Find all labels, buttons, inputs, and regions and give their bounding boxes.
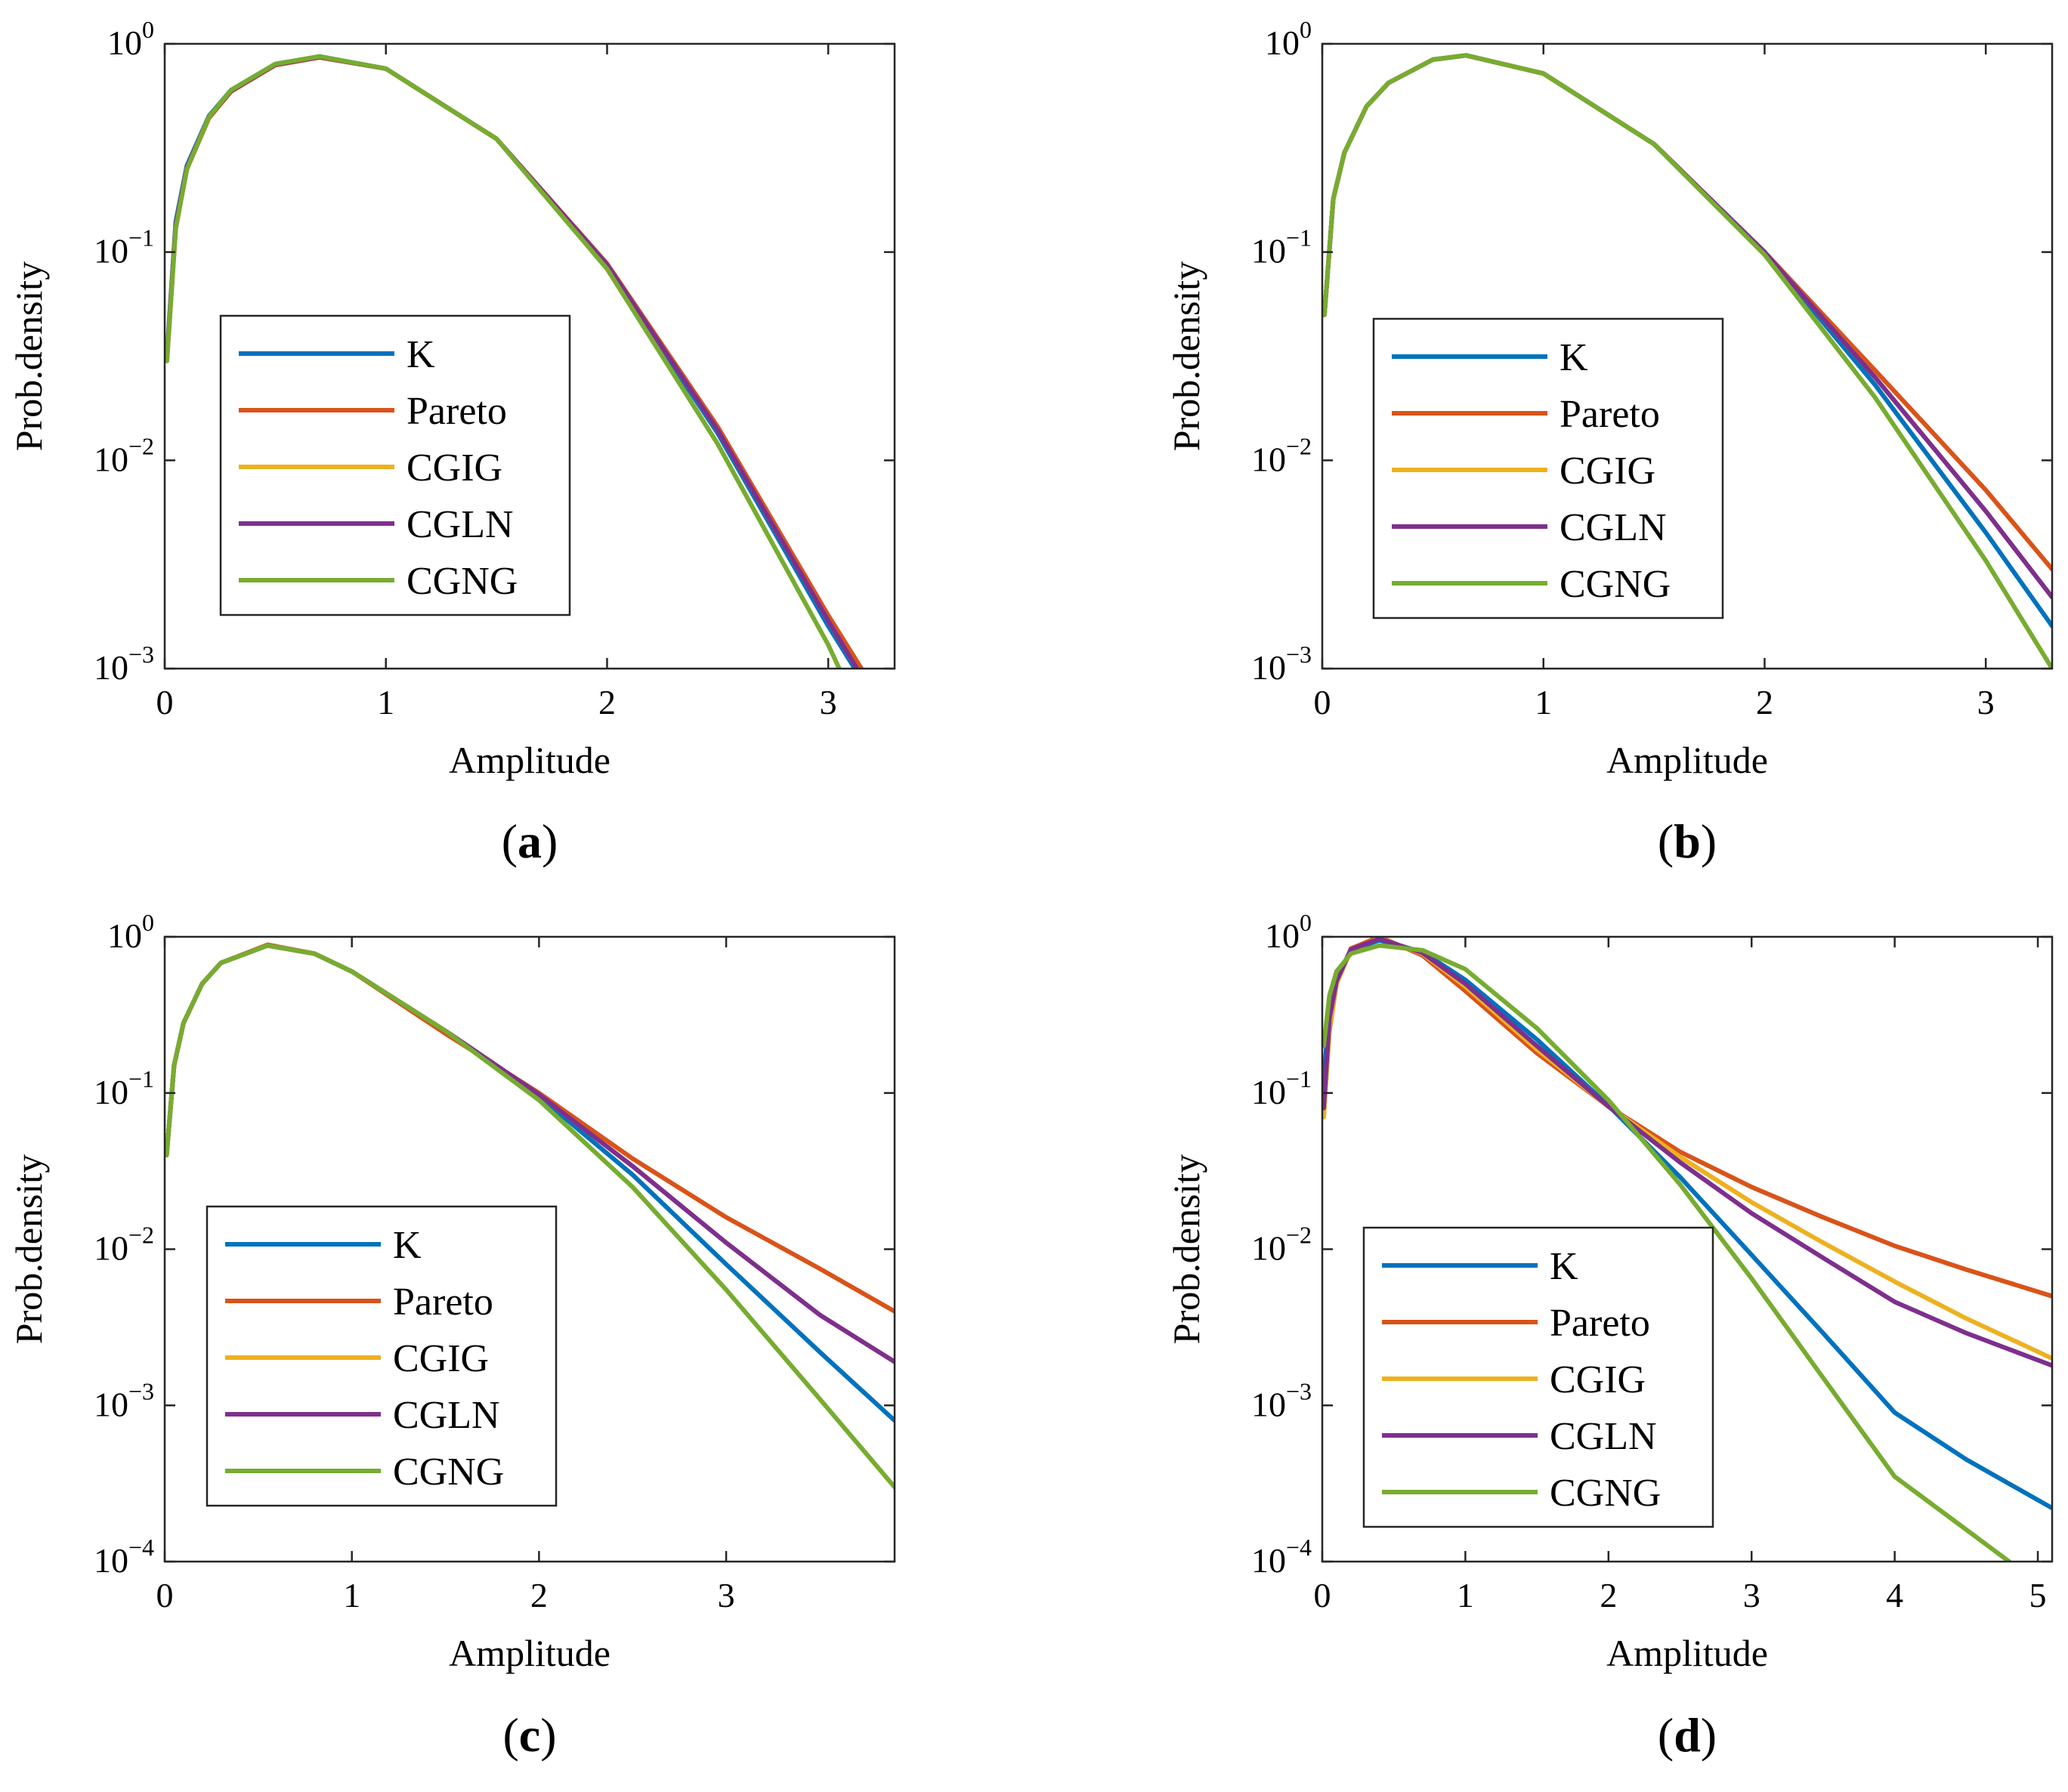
y-tick-label: 10−2 [1251, 432, 1312, 478]
legend-label-pareto: Pareto [1560, 393, 1660, 436]
y-tick-label: 10−1 [94, 1065, 154, 1111]
legend-label-cgig: CGIG [393, 1337, 489, 1380]
panel-b: 0 1 2 3 100 10−1 10−2 10−3 Amplitude Prob.density… [1165, 16, 2054, 868]
panel-caption: (d) [1658, 1708, 1717, 1762]
y-axis-label: Prob.density [8, 261, 50, 451]
series-line-cgng [1322, 53, 2052, 669]
x-tick-label: 3 [820, 683, 837, 721]
y-tick-label: 10−2 [94, 1222, 154, 1268]
x-axis-label: Amplitude [1606, 1632, 1768, 1674]
x-tick-label: 0 [156, 683, 174, 721]
x-tick-label: 4 [1886, 1576, 1903, 1614]
legend: K Pareto CGIG CGLN CGNG [1362, 1226, 1714, 1528]
legend-label-cgig: CGIG [1550, 1358, 1646, 1401]
legend-label-cgng: CGNG [1550, 1472, 1661, 1515]
y-tick-label: 10−4 [1251, 1534, 1312, 1580]
panel-caption: (c) [502, 1708, 556, 1762]
legend: K Pareto CGIG CGLN CGNG [206, 1205, 558, 1507]
y-axis-label: Prob.density [1165, 1154, 1207, 1344]
x-tick-label: 2 [1756, 683, 1773, 721]
x-tick-label: 3 [718, 1576, 735, 1614]
x-tick-label: 2 [598, 683, 616, 721]
y-tick-label: 10−3 [94, 1377, 154, 1423]
series-group [1322, 937, 2052, 1562]
series-line-cgng [165, 943, 895, 1490]
x-tick-label: 0 [156, 1576, 174, 1614]
legend-label-pareto: Pareto [393, 1281, 493, 1324]
panel-a: 0 1 2 3 100 10−1 10−2 10−3 Amplitude Prob.density… [8, 16, 896, 868]
panel-d: 0 1 2 3 4 5 100 10−1 10−2 10−3 10−4 Amplitude Prob.d… [1165, 909, 2054, 1762]
legend-label-pareto: Pareto [406, 390, 507, 433]
y-tick-label: 10−3 [1251, 1377, 1312, 1423]
y-tick-label: 10−3 [94, 641, 154, 687]
panel-c: 0 1 2 3 100 10−1 10−2 10−3 10−4 Amplitude Prob.den… [8, 909, 896, 1762]
x-tick-label: 2 [1600, 1576, 1617, 1614]
y-tick-label: 100 [1265, 16, 1312, 62]
x-tick-label: 3 [1977, 683, 1995, 721]
y-tick-label: 10−1 [1251, 224, 1312, 270]
series-group [1322, 53, 2052, 669]
legend-label-pareto: Pareto [1550, 1302, 1650, 1345]
series-line-cgng [165, 54, 842, 669]
legend-label-cgng: CGNG [393, 1451, 504, 1494]
y-tick-label: 10−3 [1251, 641, 1312, 687]
x-axis-label: Amplitude [449, 739, 611, 781]
x-tick-label: 5 [2029, 1576, 2047, 1614]
axes-box [1321, 42, 2054, 670]
y-axis-label: Prob.density [1165, 261, 1207, 451]
legend-label-k: K [393, 1224, 422, 1267]
legend-label-cgig: CGIG [406, 446, 502, 490]
panel-caption: (a) [502, 814, 558, 868]
legend-label-cgng: CGNG [406, 560, 518, 603]
y-tick-label: 100 [107, 16, 154, 62]
x-axis-label: Amplitude [449, 1632, 611, 1674]
series-group [165, 942, 895, 1490]
legend-label-cgig: CGIG [1560, 450, 1655, 493]
y-tick-label: 10−2 [94, 432, 154, 478]
y-axis-label: Prob.density [8, 1154, 50, 1344]
legend: K Pareto CGIG CGLN CGNG [219, 314, 571, 616]
legend-label-k: K [1550, 1245, 1578, 1288]
y-tick-label: 10−2 [1251, 1222, 1312, 1268]
panel-caption: (b) [1658, 814, 1717, 868]
series-group [165, 54, 864, 669]
series-line-cgng [1322, 943, 2012, 1562]
legend: K Pareto CGIG CGLN CGNG [1372, 317, 1724, 619]
series-line-cgln [1322, 937, 2052, 1368]
x-tick-label: 1 [1457, 1576, 1474, 1614]
legend-label-cgln: CGLN [1560, 506, 1667, 549]
y-tick-label: 10−1 [1251, 1065, 1312, 1111]
x-tick-label: 2 [530, 1576, 548, 1614]
x-tick-label: 0 [1314, 683, 1331, 721]
x-axis-label: Amplitude [1606, 739, 1768, 781]
legend-label-cgln: CGLN [393, 1394, 500, 1437]
legend-label-cgln: CGLN [1550, 1415, 1657, 1458]
legend-label-cgng: CGNG [1560, 563, 1671, 606]
axes-box [163, 42, 896, 670]
y-tick-label: 100 [1265, 909, 1312, 955]
y-tick-label: 10−4 [94, 1534, 154, 1580]
legend-label-cgln: CGLN [406, 503, 514, 546]
x-tick-label: 1 [1535, 683, 1552, 721]
legend-label-k: K [1560, 336, 1588, 379]
x-tick-label: 0 [1314, 1576, 1331, 1614]
y-tick-label: 10−1 [94, 224, 154, 270]
legend-label-k: K [406, 333, 435, 376]
x-tick-label: 3 [1743, 1576, 1760, 1614]
y-tick-label: 100 [107, 909, 154, 955]
x-tick-label: 1 [377, 683, 394, 721]
x-tick-label: 1 [343, 1576, 360, 1614]
